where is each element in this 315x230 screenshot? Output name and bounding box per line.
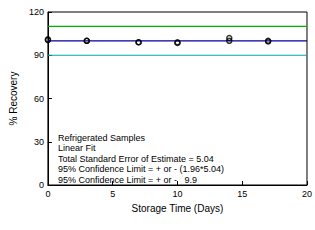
svg-text:Linear Fit: Linear Fit	[58, 143, 96, 153]
svg-text:15: 15	[237, 189, 247, 199]
svg-text:5: 5	[110, 189, 115, 199]
svg-text:90: 90	[34, 50, 44, 60]
svg-text:Refrigerated Samples: Refrigerated Samples	[58, 133, 146, 143]
svg-text:30: 30	[34, 137, 44, 147]
svg-text:20: 20	[302, 189, 312, 199]
svg-text:0: 0	[39, 180, 44, 190]
svg-text:% Recovery: % Recovery	[8, 72, 19, 126]
svg-text:Total Standard Error of Estima: Total Standard Error of Estimate = 5.04	[58, 154, 214, 164]
svg-text:0: 0	[45, 189, 50, 199]
svg-text:60: 60	[34, 94, 44, 104]
svg-text:95% Confidence Limit = + or -: 95% Confidence Limit = + or - 9.9	[58, 175, 197, 185]
svg-text:Storage Time (Days): Storage Time (Days)	[132, 203, 224, 214]
svg-text:10: 10	[172, 189, 182, 199]
svg-text:95% Confidence Limit = + or -: 95% Confidence Limit = + or - (1.96*5.04…	[58, 164, 224, 174]
svg-text:120: 120	[29, 7, 44, 17]
